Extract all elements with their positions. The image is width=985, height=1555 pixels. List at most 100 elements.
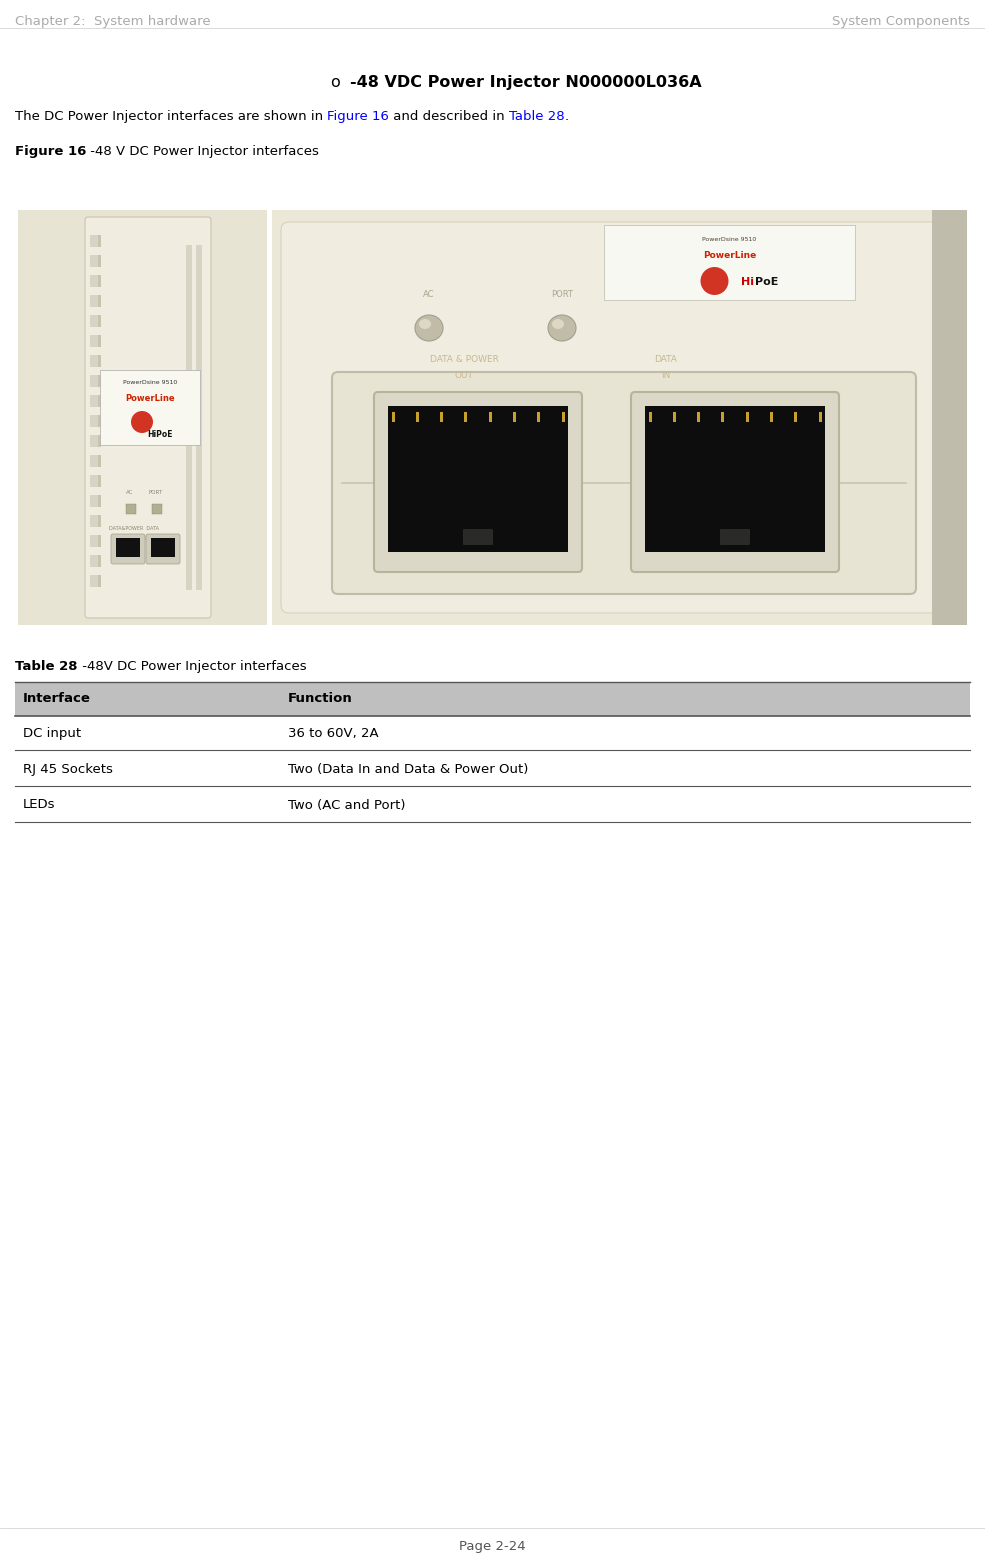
Bar [98, 555, 101, 568]
Text: Figure 16: Figure 16 [327, 110, 389, 123]
Bar [489, 412, 492, 421]
FancyBboxPatch shape [374, 392, 582, 572]
Bar [269, 210, 967, 625]
Bar [440, 412, 443, 421]
Bar [819, 412, 821, 421]
Bar [794, 412, 797, 421]
Bar [90, 474, 98, 487]
Text: PowerDsine 9510: PowerDsine 9510 [123, 379, 177, 386]
Bar [18, 210, 967, 625]
FancyBboxPatch shape [720, 529, 750, 544]
Text: PowerLine: PowerLine [125, 393, 174, 403]
Bar [90, 355, 98, 367]
Bar [267, 210, 272, 625]
Bar [604, 225, 855, 300]
Text: AC: AC [126, 490, 134, 494]
Bar [98, 456, 101, 466]
Polygon shape [388, 487, 568, 552]
Bar [90, 395, 98, 407]
Text: DC input: DC input [23, 726, 81, 740]
Bar [537, 412, 540, 421]
Text: PowerDsine 9510: PowerDsine 9510 [702, 236, 756, 243]
Text: PORT: PORT [149, 490, 164, 494]
Bar [98, 275, 101, 288]
Text: DATA & POWER: DATA & POWER [429, 355, 498, 364]
Bar [98, 515, 101, 527]
Bar [151, 538, 175, 557]
Text: o: o [330, 75, 340, 90]
Bar [186, 246, 192, 589]
Bar [90, 555, 98, 568]
Bar [98, 494, 101, 507]
Text: LEDs: LEDs [23, 799, 55, 812]
FancyBboxPatch shape [111, 533, 145, 564]
Text: Interface: Interface [23, 692, 91, 706]
Bar [98, 316, 101, 327]
Ellipse shape [700, 267, 729, 295]
Ellipse shape [131, 411, 153, 432]
Bar [770, 412, 773, 421]
Text: 36 to 60V, 2A: 36 to 60V, 2A [288, 726, 378, 740]
Text: PoE: PoE [755, 277, 779, 288]
Text: -48V DC Power Injector interfaces: -48V DC Power Injector interfaces [78, 659, 306, 673]
Text: -48 VDC Power Injector N000000L036A: -48 VDC Power Injector N000000L036A [350, 75, 701, 90]
Text: -48 V DC Power Injector interfaces: -48 V DC Power Injector interfaces [87, 145, 319, 159]
Ellipse shape [552, 319, 564, 330]
Bar [645, 406, 825, 552]
Text: Chapter 2:  System hardware: Chapter 2: System hardware [15, 16, 211, 28]
Bar [116, 538, 140, 557]
FancyBboxPatch shape [631, 392, 839, 572]
Bar [513, 412, 516, 421]
Ellipse shape [415, 316, 443, 341]
Text: RJ 45 Sockets: RJ 45 Sockets [23, 762, 113, 776]
FancyBboxPatch shape [463, 529, 493, 544]
Bar [90, 235, 98, 247]
Text: OUT: OUT [454, 372, 474, 379]
Text: DATA: DATA [655, 355, 678, 364]
Bar [98, 235, 101, 247]
Bar [673, 412, 676, 421]
FancyBboxPatch shape [332, 372, 916, 594]
Text: OUT            IN: OUT IN [117, 536, 151, 541]
Bar [90, 575, 98, 586]
Bar [388, 406, 568, 552]
Bar [697, 412, 700, 421]
Bar [561, 412, 564, 421]
Text: Two (Data In and Data & Power Out): Two (Data In and Data & Power Out) [288, 762, 528, 776]
Text: Table 28: Table 28 [15, 659, 78, 673]
Bar [152, 504, 162, 515]
Bar [98, 395, 101, 407]
Bar [98, 295, 101, 306]
Bar [98, 334, 101, 347]
FancyBboxPatch shape [146, 533, 180, 564]
Bar [90, 375, 98, 387]
Bar [721, 412, 724, 421]
Text: The DC Power Injector interfaces are shown in: The DC Power Injector interfaces are sho… [15, 110, 327, 123]
Text: System Components: System Components [832, 16, 970, 28]
Text: PowerLine: PowerLine [703, 250, 756, 260]
Bar [90, 515, 98, 527]
Text: Hi: Hi [742, 277, 755, 288]
Bar [90, 415, 98, 428]
Ellipse shape [419, 319, 431, 330]
Bar [90, 334, 98, 347]
FancyBboxPatch shape [85, 218, 211, 617]
Bar [18, 210, 269, 625]
Ellipse shape [548, 316, 576, 341]
Bar [391, 412, 395, 421]
Bar [90, 494, 98, 507]
Text: Function: Function [288, 692, 353, 706]
Bar [126, 504, 136, 515]
Bar [100, 370, 200, 445]
Bar [746, 412, 749, 421]
Text: Page 2-24: Page 2-24 [459, 1539, 525, 1553]
Bar [90, 255, 98, 267]
Bar [98, 255, 101, 267]
Bar [98, 575, 101, 586]
Text: IN: IN [661, 372, 671, 379]
Text: Two (AC and Port): Two (AC and Port) [288, 799, 406, 812]
Text: Table 28: Table 28 [509, 110, 564, 123]
Bar [464, 412, 467, 421]
Bar [196, 246, 202, 589]
Bar [98, 435, 101, 446]
